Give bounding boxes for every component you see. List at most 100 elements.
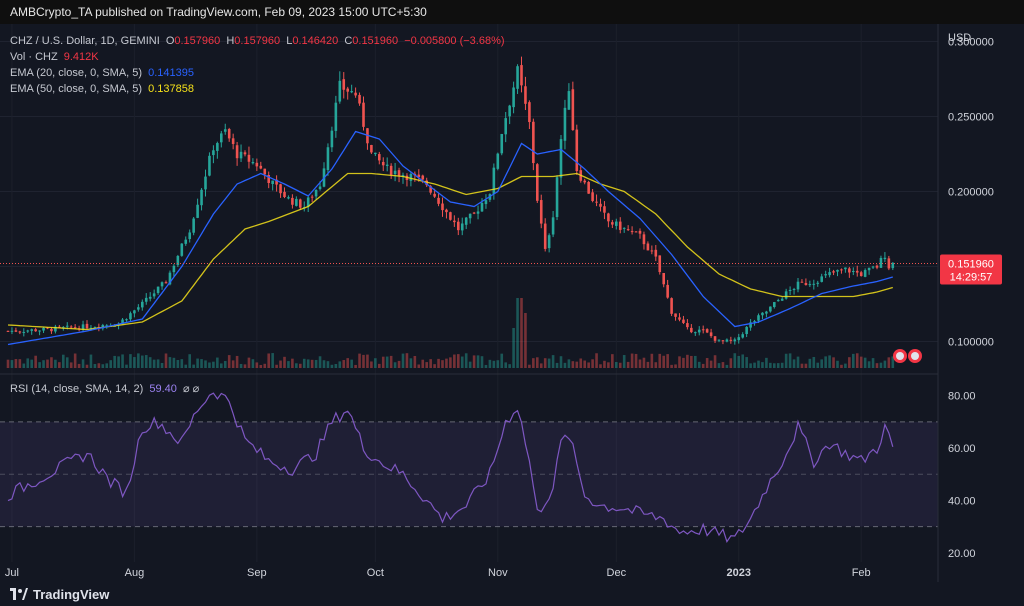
volume-bar xyxy=(196,358,199,368)
candle-body xyxy=(295,198,298,206)
candle-body xyxy=(508,105,511,117)
volume-bar xyxy=(587,362,590,368)
volume-bar xyxy=(796,356,800,368)
volume-bar xyxy=(370,361,373,368)
candle-body xyxy=(622,227,626,229)
candle-body xyxy=(769,306,772,312)
current-price-badge xyxy=(940,254,1002,285)
price-chart[interactable]: 0.1000000.1500000.2000000.2500000.300000… xyxy=(0,24,1024,582)
volume-bar xyxy=(93,364,97,368)
legend-open: 0.157960 xyxy=(174,35,221,47)
volume-bar xyxy=(156,359,160,368)
volume-bar xyxy=(30,359,33,368)
candle-body xyxy=(788,289,792,291)
candle-body xyxy=(626,229,630,231)
volume-bar xyxy=(208,362,211,368)
candle-body xyxy=(749,322,752,328)
volume-bar xyxy=(267,353,270,368)
volume-bar xyxy=(172,357,176,368)
candle-body xyxy=(618,221,622,230)
legend-symbol[interactable]: CHZ / U.S. Dollar, 1D, GEMINI xyxy=(10,35,160,47)
volume-bar xyxy=(429,359,432,368)
candle-body xyxy=(591,192,594,202)
time-tick-label: Aug xyxy=(125,567,145,579)
volume-bar xyxy=(844,363,847,368)
candle-body xyxy=(464,217,468,225)
volume-bar xyxy=(212,361,215,368)
candle-body xyxy=(156,286,160,293)
legend-vol-label[interactable]: Vol · CHZ xyxy=(10,51,58,63)
candle-body xyxy=(559,139,563,178)
rsi-tick-label: 60.00 xyxy=(948,443,976,455)
candle-body xyxy=(634,231,638,233)
volume-bar xyxy=(81,359,85,368)
volume-bar xyxy=(468,361,472,368)
candle-body xyxy=(855,270,859,273)
grid-lines xyxy=(0,24,938,562)
volume-bar xyxy=(543,358,547,368)
candle-body xyxy=(757,315,760,321)
volume-bar xyxy=(611,354,614,368)
volume-bar xyxy=(697,361,701,368)
candle-body xyxy=(50,328,53,332)
candle-body xyxy=(85,323,89,329)
ema-lines xyxy=(7,130,893,346)
candle-body xyxy=(314,189,318,197)
legend-ohlc: CHZ / U.S. Dollar, 1D, GEMINI O0.157960 … xyxy=(10,34,505,48)
candle-body xyxy=(583,180,586,183)
volume-bar xyxy=(322,360,326,368)
candle-body xyxy=(800,281,804,283)
legend-rsi-extra: ⌀ ⌀ xyxy=(182,383,200,395)
volume-bar xyxy=(622,355,626,368)
volume-bar xyxy=(630,353,634,368)
candle-body xyxy=(223,129,227,132)
volume-bar xyxy=(867,361,871,368)
volume-bar xyxy=(551,355,555,368)
legend-vol: 9.412K xyxy=(63,51,99,63)
candle-body xyxy=(840,269,843,271)
rsi-line xyxy=(7,392,894,543)
candle-body xyxy=(520,65,523,86)
rsi-tick-label: 80.00 xyxy=(948,391,976,403)
volume-bar xyxy=(713,355,717,368)
legend-ema20-label[interactable]: EMA (20, close, 0, SMA, 5) xyxy=(10,67,143,79)
volume-bar xyxy=(200,359,203,368)
tradingview-logo-text: TradingView xyxy=(33,586,110,602)
volume-bar xyxy=(642,357,646,368)
event-flags[interactable] xyxy=(893,349,922,363)
candle-body xyxy=(358,94,361,104)
rsi-tick-label: 40.00 xyxy=(948,495,976,507)
candle-body xyxy=(863,270,867,277)
volume-bar xyxy=(453,354,456,368)
tradingview-logo[interactable]: TradingView xyxy=(10,587,109,602)
volume-bar xyxy=(393,362,397,368)
candle-body xyxy=(251,162,255,164)
candle-body xyxy=(773,302,776,308)
candlesticks xyxy=(6,56,895,345)
volume-bar xyxy=(366,354,369,368)
volume-bar xyxy=(804,363,808,368)
volume-bar xyxy=(283,356,286,368)
volume-bar xyxy=(528,364,531,368)
candle-body xyxy=(188,232,191,240)
volume-bar xyxy=(595,353,598,368)
candle-body xyxy=(709,332,713,337)
candle-body xyxy=(603,206,606,213)
volume-bar xyxy=(314,359,318,368)
candle-body xyxy=(247,154,251,162)
legend-rsi-value: 59.40 xyxy=(149,383,177,395)
volume-bar xyxy=(654,362,658,368)
volume-bar xyxy=(302,358,306,368)
candle-body xyxy=(796,281,800,290)
candle-body xyxy=(654,249,658,257)
volume-bar xyxy=(879,362,883,368)
candle-body xyxy=(338,80,342,102)
volume-bar xyxy=(69,362,73,368)
volume-bar xyxy=(717,363,721,368)
volume-bar xyxy=(855,353,859,368)
price-tick-label: 0.200000 xyxy=(948,187,994,199)
legend-rsi-label[interactable]: RSI (14, close, SMA, 14, 2) xyxy=(10,383,144,395)
legend-ema50-label[interactable]: EMA (50, close, 0, SMA, 5) xyxy=(10,83,143,95)
candle-body xyxy=(26,330,30,332)
volume-bar xyxy=(89,354,93,368)
